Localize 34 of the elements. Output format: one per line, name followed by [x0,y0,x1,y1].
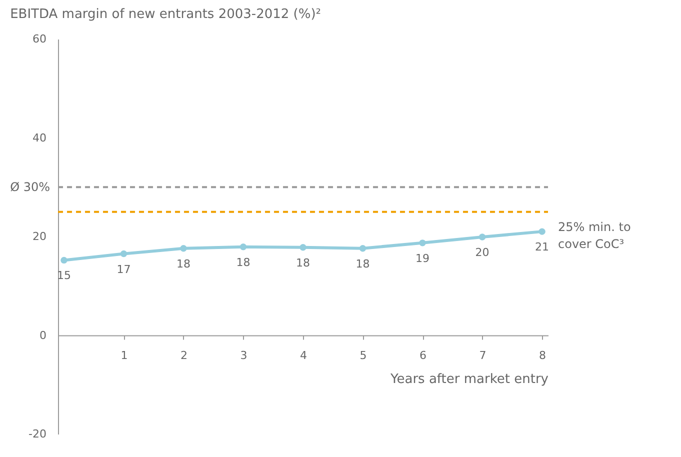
x-axis-title: Years after market entry [390,372,549,387]
x-tick-label: 5 [360,348,367,362]
point [60,256,68,264]
data-label: 18 [296,256,310,270]
y-tick-label: 60 [32,32,46,46]
data-label: 21 [535,240,550,254]
point [300,244,306,251]
data-label: 18 [176,257,190,270]
data-label: 17 [116,262,131,276]
point [419,240,426,246]
x-tick-label: 2 [180,348,188,362]
x-tick-label: 7 [479,348,486,362]
data-label: 20 [475,246,490,259]
x-tick-label: 6 [420,348,427,362]
y-tick-label: 0 [40,328,46,342]
ref-line-label: 25% min. to cover CoC³ [558,220,631,251]
point [120,250,128,258]
point [240,244,247,250]
data-label: 18 [356,257,370,270]
y-tick-label: 20 [32,230,46,243]
x-tick-label: 4 [300,348,307,362]
x-tick-label: 3 [240,348,248,362]
point [359,245,366,252]
x-tick-label: 8 [539,348,546,362]
y-tick-label: 40 [32,131,46,144]
x-tick-label: 1 [120,348,128,362]
point [538,228,546,235]
chart-title: EBITDA margin of new entrants 2003-2012 (%)² [10,7,322,22]
data-label: 18 [236,256,250,269]
data-label: 19 [416,252,430,265]
ref-line-label: Ø 30% [10,180,50,194]
point [180,245,187,252]
y-tick-label: -20 [28,428,46,440]
point [478,234,486,240]
